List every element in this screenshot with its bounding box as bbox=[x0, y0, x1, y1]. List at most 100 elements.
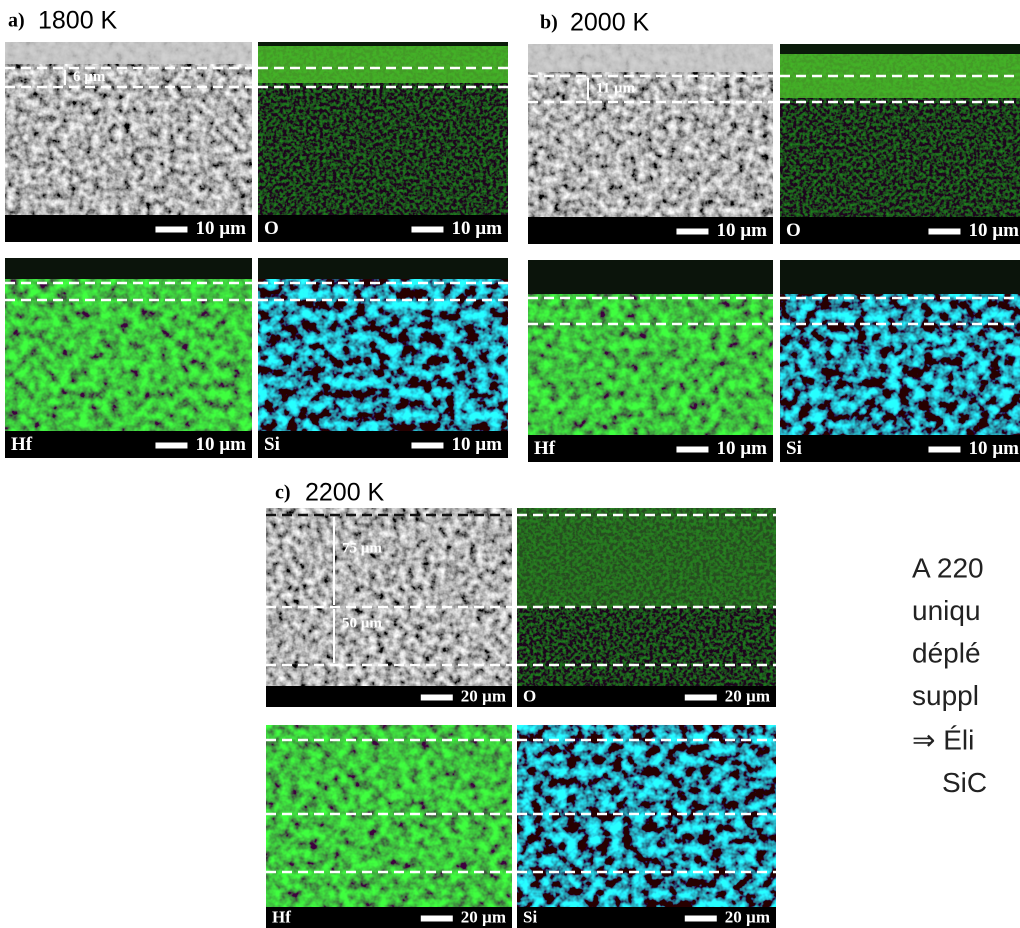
thickness-label: 11 µm bbox=[596, 80, 636, 96]
element-label: O bbox=[264, 218, 279, 239]
texture bbox=[266, 725, 512, 928]
scale-label: 20 µm bbox=[461, 907, 506, 926]
oxide-band bbox=[258, 46, 508, 83]
image-content: 20 µm Si bbox=[517, 725, 776, 928]
scale-bar-band bbox=[780, 217, 1020, 244]
micrograph-O: 20 µm O bbox=[517, 508, 776, 707]
element-label: O bbox=[523, 686, 536, 705]
micrograph-sem: 10 µm 6 µm bbox=[5, 42, 252, 242]
scale-bar bbox=[676, 446, 709, 453]
texture bbox=[517, 725, 776, 928]
micrograph-Si: 20 µm Si bbox=[517, 725, 776, 928]
scale-label: 20 µm bbox=[461, 686, 506, 705]
background-region bbox=[258, 42, 508, 46]
scale-bar-band bbox=[528, 217, 773, 244]
scale-bar bbox=[420, 694, 453, 701]
element-label: Hf bbox=[534, 438, 556, 459]
image-content: 10 µm Si bbox=[780, 260, 1020, 462]
image-content: 10 µm Hf bbox=[528, 260, 773, 462]
scale-bar-band bbox=[517, 907, 776, 928]
element-label: O bbox=[786, 220, 801, 241]
micrograph-sem: 10 µm 11 µm bbox=[528, 44, 773, 244]
body-text-line: suppl bbox=[912, 680, 979, 711]
element-label: Hf bbox=[272, 907, 291, 926]
texture bbox=[5, 42, 252, 242]
micrograph-Hf: 10 µm Hf bbox=[5, 258, 252, 458]
scale-bar bbox=[155, 442, 188, 449]
image-content: 20 µm 75 µm 50 µm bbox=[266, 508, 512, 707]
body-text-line: uniqu bbox=[912, 595, 981, 626]
scale-bar bbox=[928, 228, 961, 235]
texture bbox=[528, 44, 773, 244]
background-region bbox=[258, 258, 508, 279]
scale-label: 10 µm bbox=[451, 218, 502, 239]
scale-label: 10 µm bbox=[195, 218, 246, 239]
texture bbox=[5, 258, 252, 458]
image-content: 10 µm 11 µm bbox=[528, 44, 773, 244]
panel-temperature: 2000 K bbox=[570, 9, 650, 37]
image-content: 10 µm Hf bbox=[5, 258, 252, 458]
background-region bbox=[528, 44, 773, 72]
element-label: Hf bbox=[11, 434, 33, 455]
image-content: 20 µm Hf bbox=[266, 725, 512, 928]
panel-label: b) bbox=[540, 12, 558, 34]
micrograph-Hf: 10 µm Hf bbox=[528, 260, 773, 462]
micrograph-O: 10 µm O bbox=[258, 42, 508, 242]
panel-label: c) bbox=[275, 482, 291, 504]
scale-bar bbox=[420, 915, 453, 922]
image-content: 20 µm O bbox=[517, 508, 776, 707]
scale-label: 10 µm bbox=[451, 434, 502, 455]
scale-bar-band bbox=[528, 435, 773, 462]
background-region bbox=[5, 42, 252, 64]
scale-label: 10 µm bbox=[716, 438, 767, 459]
scale-label: 10 µm bbox=[195, 434, 246, 455]
micrograph-Hf: 20 µm Hf bbox=[266, 725, 512, 928]
micrograph-Si: 10 µm Si bbox=[780, 260, 1020, 462]
panel-temperature: 1800 K bbox=[38, 7, 118, 35]
image-content: 10 µm Si bbox=[258, 258, 508, 458]
scale-bar-band bbox=[258, 215, 508, 242]
scale-label: 20 µm bbox=[725, 686, 770, 705]
background-region bbox=[528, 260, 773, 294]
scale-bar bbox=[928, 446, 961, 453]
scale-bar-band bbox=[266, 907, 512, 928]
oxide-band bbox=[517, 508, 776, 607]
scale-bar bbox=[676, 228, 709, 235]
image-content: 10 µm O bbox=[780, 44, 1020, 244]
scale-bar-band bbox=[780, 435, 1020, 462]
scale-label: 10 µm bbox=[716, 220, 767, 241]
panel-label: a) bbox=[8, 10, 25, 32]
scale-bar bbox=[411, 226, 444, 233]
scale-bar-band bbox=[266, 686, 512, 707]
scale-bar bbox=[684, 915, 717, 922]
body-text-line: SiC bbox=[942, 767, 987, 798]
body-text-line: ⇒ Éli bbox=[912, 724, 974, 755]
scale-bar-band bbox=[5, 431, 252, 458]
scale-label: 10 µm bbox=[968, 438, 1019, 459]
element-label: Si bbox=[523, 907, 537, 926]
scale-bar bbox=[155, 226, 188, 233]
micrograph-Si: 10 µm Si bbox=[258, 258, 508, 458]
thickness-label: 50 µm bbox=[342, 615, 382, 631]
scale-bar-band bbox=[517, 686, 776, 707]
background-region bbox=[5, 258, 252, 279]
body-text-line: A 220 bbox=[912, 552, 984, 583]
thickness-label: 6 µm bbox=[73, 69, 106, 85]
texture bbox=[258, 258, 508, 458]
micrograph-sem: 20 µm 75 µm 50 µm bbox=[266, 508, 512, 707]
thickness-label: 75 µm bbox=[342, 540, 382, 556]
scale-bar-band bbox=[258, 431, 508, 458]
image-content: 10 µm O bbox=[258, 42, 508, 242]
background-region bbox=[780, 44, 1020, 54]
scale-label: 10 µm bbox=[968, 220, 1019, 241]
background-region bbox=[780, 260, 1020, 294]
element-label: Si bbox=[786, 438, 802, 459]
panel-temperature: 2200 K bbox=[305, 479, 385, 507]
scale-bar-band bbox=[5, 215, 252, 242]
element-label: Si bbox=[264, 434, 280, 455]
scale-bar bbox=[684, 694, 717, 701]
scale-bar bbox=[411, 442, 444, 449]
micrograph-O: 10 µm O bbox=[780, 44, 1020, 244]
image-content: 10 µm 6 µm bbox=[5, 42, 252, 242]
